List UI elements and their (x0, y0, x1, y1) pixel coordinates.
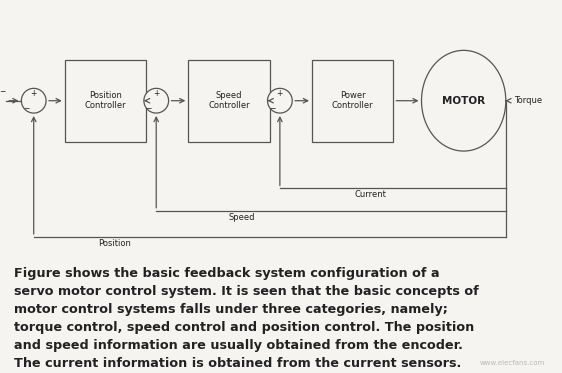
Text: Position: Position (98, 239, 131, 248)
Text: +: + (277, 90, 283, 98)
Text: −: − (0, 87, 6, 96)
Ellipse shape (21, 88, 46, 113)
Text: MOTOR: MOTOR (442, 96, 485, 106)
Text: Figure shows the basic feedback system configuration of a
servo motor control sy: Figure shows the basic feedback system c… (14, 267, 479, 370)
Ellipse shape (422, 50, 506, 151)
Text: Current: Current (355, 190, 387, 199)
Bar (65, 60, 146, 142)
Text: −: − (23, 104, 29, 113)
Text: www.elecfans.com: www.elecfans.com (480, 360, 545, 366)
Ellipse shape (144, 88, 169, 113)
Ellipse shape (268, 88, 292, 113)
Text: +: + (30, 90, 37, 98)
Text: Speed
Controller: Speed Controller (208, 91, 250, 110)
Text: +: + (153, 90, 160, 98)
Text: Position
Controller: Position Controller (84, 91, 126, 110)
Text: −: − (269, 104, 275, 113)
Text: Torque: Torque (514, 96, 542, 105)
Text: Power
Controller: Power Controller (332, 91, 374, 110)
Bar (188, 60, 270, 142)
Text: Speed: Speed (228, 213, 255, 222)
Bar (312, 60, 393, 142)
Text: −: − (146, 104, 152, 113)
